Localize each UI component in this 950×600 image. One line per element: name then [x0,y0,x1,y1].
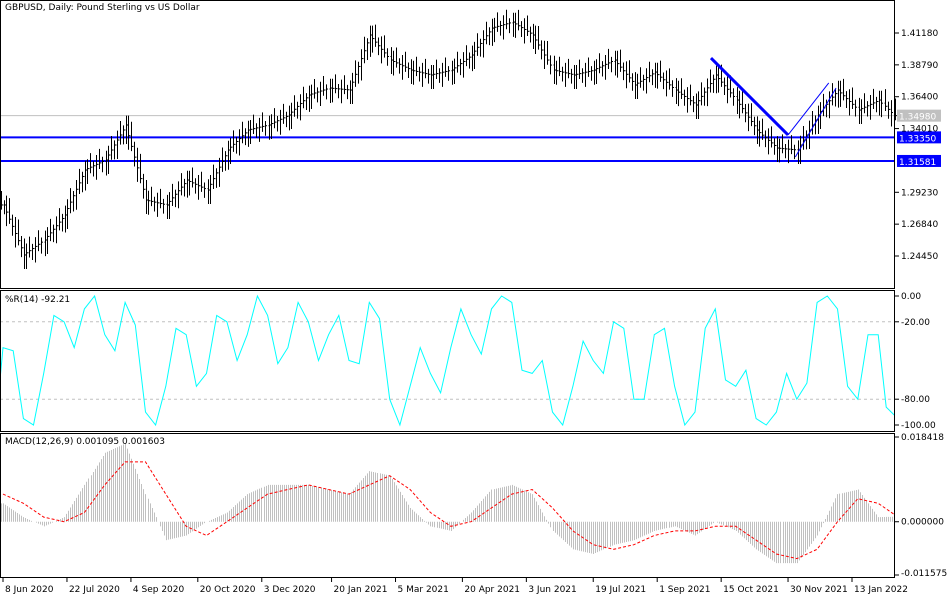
wpr-line [0,294,895,427]
date-tick-label: 20 Apr 2021 [464,585,520,595]
price-tick-label: 1.26840 [901,220,938,230]
date-tick-label: 13 Jan 2022 [854,585,908,595]
trendline [794,87,837,158]
macd-label: MACD(12,26,9) 0.001095 0.001603 [5,437,165,447]
wpr-tick-label: 0.00 [901,292,921,302]
date-tick-label: 4 Sep 2020 [133,585,185,595]
date-tick-label: 20 Jan 2021 [334,585,388,595]
date-tick-label: 19 Jul 2021 [595,585,646,595]
date-tick-label: 22 Jul 2020 [69,585,120,595]
price-tick-label: 1.34010 [901,125,938,135]
wpr-tick-label: -20.00 [901,318,930,328]
current-price-tag [897,109,941,122]
wpr-tick-label: -100.00 [901,421,936,431]
wpr-tick-label: -80.00 [901,395,930,405]
macd-tick-label: 0.000000 [901,518,944,528]
wpr-label: %R(14) -92.21 [5,295,70,305]
wpr-pane[interactable] [0,294,895,427]
price-tick-label: 1.38790 [901,61,938,71]
level-price-tag [897,131,941,144]
macd-pane[interactable] [0,443,895,564]
macd-signal-line [2,461,895,560]
price-tick-label: 1.29230 [901,188,938,198]
price-tick-label: 1.41180 [901,29,938,39]
macd-tick-label: 0.018418 [901,433,944,443]
price-pane[interactable] [0,9,897,269]
date-tick-label: 20 Oct 2020 [200,585,256,595]
wpr-frame [0,290,895,432]
trendline [709,56,790,137]
level-price-label: 1.31581 [899,158,936,168]
date-tick-label: 3 Jun 2021 [528,585,576,595]
chart-title: GBPUSD, Daily: Pound Sterling vs US Doll… [5,3,200,13]
date-tick-label: 3 Dec 2020 [264,585,316,595]
date-tick-label: 1 Sep 2021 [659,585,710,595]
date-tick-label: 30 Nov 2021 [790,585,848,595]
date-tick-label: 15 Oct 2021 [723,585,779,595]
price-tick-label: 1.24450 [901,252,938,262]
macd-tick-label: -0.011575 [901,569,947,579]
date-tick-label: 8 Jun 2020 [5,585,54,595]
price-tick-label: 1.36400 [901,93,938,103]
level-price-label: 1.33350 [899,134,936,144]
level-price-tag [897,154,941,167]
current-price-label: 1.34980 [899,113,936,123]
price-frame [0,0,895,289]
trendline [787,82,830,136]
date-tick-label: 5 Mar 2021 [398,585,449,595]
macd-frame [0,433,895,578]
